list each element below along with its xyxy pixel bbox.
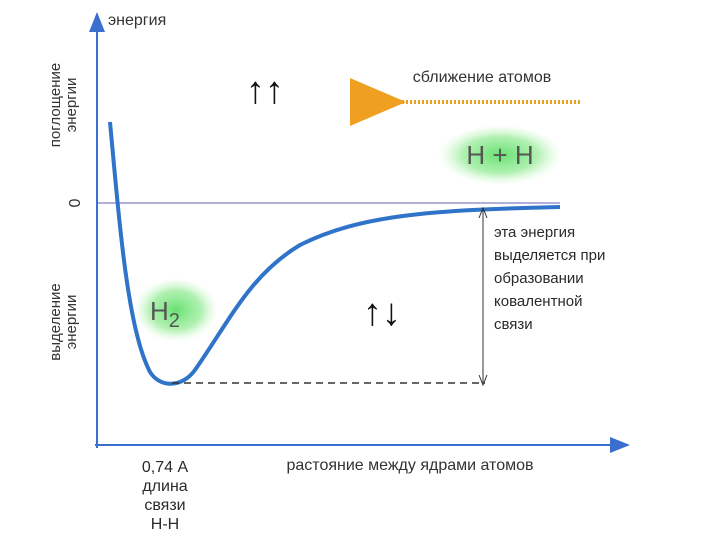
bond-length: длина: [142, 478, 187, 495]
antiparallel-spins: ↑↓: [363, 292, 401, 334]
release-label: выделение: [47, 283, 64, 360]
release-label: энергии: [63, 295, 80, 350]
atoms-label: H + H: [466, 140, 533, 170]
energy-note: ковалентной: [494, 293, 582, 310]
energy-curve: [108, 121, 561, 386]
atoms-glow: [438, 125, 562, 185]
molecule-symbol: H: [150, 296, 169, 326]
bond-length: связи: [144, 497, 185, 514]
bond-length: Н-Н: [151, 516, 179, 533]
molecule-label: H2: [150, 296, 180, 332]
energy-note: выделяется при: [494, 247, 605, 264]
x-axis-label: растояние между ядрами атомов: [287, 457, 534, 474]
zero-label: 0: [67, 198, 84, 207]
approach-label: сближение атомов: [413, 69, 551, 86]
parallel-spins: ↑↑: [246, 70, 284, 112]
energy-note: эта энергия: [494, 224, 575, 241]
energy-note: образовании: [494, 270, 584, 287]
energy-note: связи: [494, 316, 533, 333]
absorption-label: поглощение: [47, 63, 64, 147]
absorption-label: энергии: [63, 78, 80, 133]
molecule-glow: [134, 278, 218, 342]
molecule-subscript: 2: [169, 310, 180, 332]
energy-arrow-heads: [478, 206, 488, 387]
bond-length: 0,74 А: [142, 459, 189, 476]
y-axis-label: энергия: [108, 12, 166, 29]
